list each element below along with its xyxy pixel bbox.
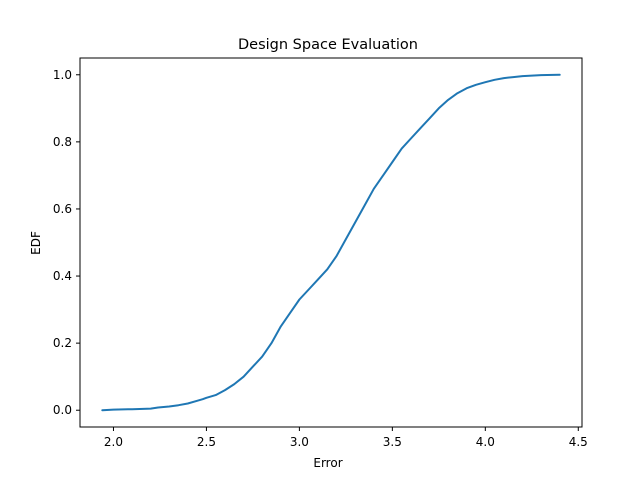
x-tick-label: 4.5 [569, 435, 588, 449]
y-tick-label: 1.0 [53, 68, 72, 82]
x-tick-label: 4.0 [476, 435, 495, 449]
plot-frame [79, 57, 583, 428]
y-tick-label: 0.2 [53, 336, 72, 350]
x-axis: 2.0 2.5 3.0 3.5 4.0 4.5 [104, 427, 588, 449]
y-axis-label: EDF [29, 231, 43, 255]
y-axis: 0.0 0.2 0.4 0.6 0.8 1.0 [53, 68, 80, 417]
y-tick-label: 0.6 [53, 202, 72, 216]
chart-title: Design Space Evaluation [238, 37, 418, 53]
x-axis-label: Error [313, 456, 342, 470]
y-tick-label: 0.8 [53, 135, 72, 149]
plot-area [79, 57, 583, 428]
y-tick-label: 0.0 [53, 403, 72, 417]
x-tick-label: 3.5 [383, 435, 402, 449]
y-tick-label: 0.4 [53, 269, 72, 283]
edf-series-line [101, 73, 561, 412]
x-tick-label: 2.0 [104, 435, 123, 449]
x-tick-label: 3.0 [290, 435, 309, 449]
x-tick-label: 2.5 [197, 435, 216, 449]
